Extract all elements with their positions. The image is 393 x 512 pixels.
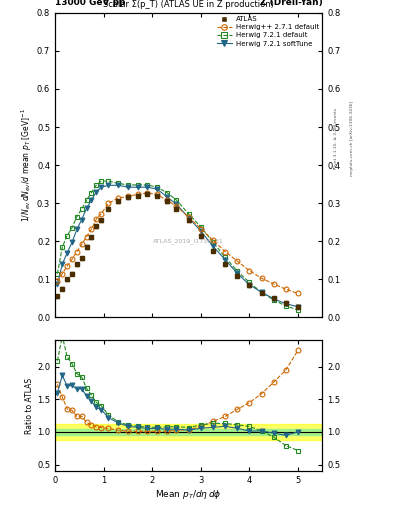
Text: mcplots.cern.ch [arXiv:1306.3436]: mcplots.cern.ch [arXiv:1306.3436] [350, 101, 354, 176]
Y-axis label: Ratio to ATLAS: Ratio to ATLAS [25, 378, 34, 434]
Text: ATLAS_2019_I1736531: ATLAS_2019_I1736531 [153, 239, 224, 244]
Legend: ATLAS, Herwig++ 2.7.1 default, Herwig 7.2.1 default, Herwig 7.2.1 softTune: ATLAS, Herwig++ 2.7.1 default, Herwig 7.… [217, 16, 319, 47]
Text: Z (Drell-Yan): Z (Drell-Yan) [259, 0, 322, 7]
Y-axis label: $1/N_{ev}\,dN_{ev}/d$ mean $p_T$ [GeV]$^{-1}$: $1/N_{ev}\,dN_{ev}/d$ mean $p_T$ [GeV]$^… [20, 108, 34, 222]
X-axis label: Mean $p_T/d\eta\,d\phi$: Mean $p_T/d\eta\,d\phi$ [155, 487, 222, 501]
Text: Rivet 3.1.10, ≥ 3.4M events: Rivet 3.1.10, ≥ 3.4M events [334, 108, 338, 169]
Title: Scalar Σ(p_T) (ATLAS UE in Z production): Scalar Σ(p_T) (ATLAS UE in Z production) [103, 0, 274, 9]
Text: 13000 GeV pp: 13000 GeV pp [55, 0, 125, 7]
